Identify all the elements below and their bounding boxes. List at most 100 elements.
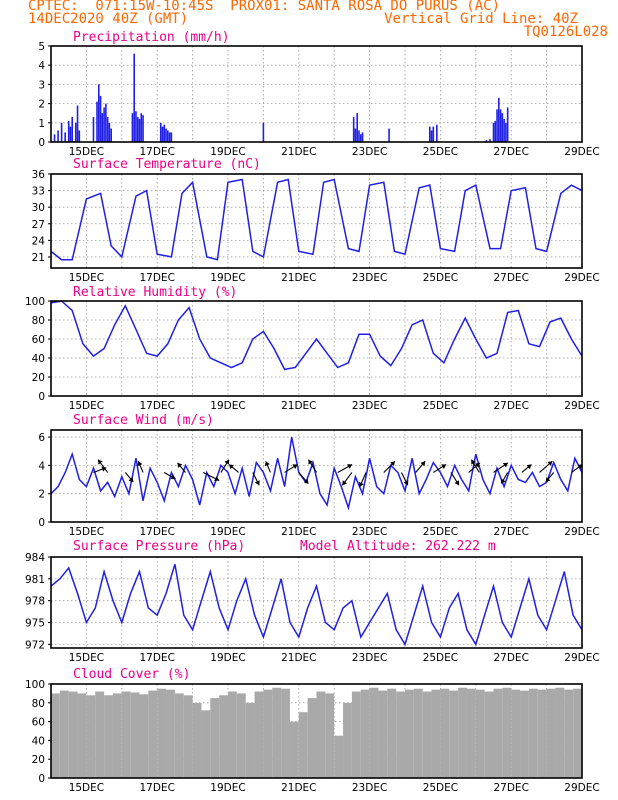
bar bbox=[170, 132, 173, 142]
bar bbox=[192, 702, 202, 778]
series-line bbox=[50, 436, 583, 511]
bar bbox=[413, 688, 423, 778]
header-line1: CPTEC: 071:15W-10:45S PROX01: SANTA ROSA… bbox=[28, 0, 501, 14]
x-tick-label: 21DEC bbox=[281, 272, 316, 284]
x-tick-label: 19DEC bbox=[210, 272, 245, 284]
wind-arrowhead bbox=[229, 464, 234, 470]
x-tick-label: 19DEC bbox=[210, 146, 245, 158]
wind-arrowhead bbox=[441, 464, 447, 469]
bar bbox=[130, 692, 140, 778]
bar bbox=[289, 721, 299, 778]
bar bbox=[166, 689, 175, 778]
x-tick-label: 17DEC bbox=[139, 782, 174, 794]
bar bbox=[167, 130, 169, 142]
bar bbox=[520, 690, 529, 778]
bar bbox=[163, 124, 166, 142]
series-line bbox=[50, 300, 583, 371]
wind-arrowhead bbox=[264, 461, 270, 467]
bar bbox=[96, 101, 98, 142]
bar bbox=[492, 122, 495, 142]
bar bbox=[64, 132, 66, 142]
header-grid-line: Vertical Grid Line: 40Z bbox=[384, 11, 578, 27]
x-tick-label: 25DEC bbox=[423, 782, 458, 794]
bar bbox=[405, 689, 414, 778]
wind-arrowhead bbox=[214, 476, 220, 481]
bar bbox=[245, 702, 255, 778]
x-tick-label: 21DEC bbox=[281, 146, 316, 158]
bar bbox=[68, 691, 78, 778]
wind-arrowhead bbox=[474, 462, 480, 468]
bar bbox=[99, 95, 102, 142]
y-tick-label: 984 bbox=[25, 552, 45, 564]
bar bbox=[358, 130, 360, 142]
plot-frame bbox=[50, 429, 583, 523]
x-tick-label: 27DEC bbox=[493, 400, 528, 412]
x-tick-label: 15DEC bbox=[69, 146, 104, 158]
plot-frame bbox=[50, 683, 583, 779]
x-tick-label: 29DEC bbox=[564, 400, 599, 412]
x-tick-label: 29DEC bbox=[564, 146, 599, 158]
y-tick-label: 100 bbox=[25, 679, 45, 691]
bar bbox=[369, 687, 379, 778]
bar bbox=[502, 687, 512, 778]
panel-title: Surface Temperature (nC) bbox=[73, 157, 261, 172]
x-tick-label: 17DEC bbox=[139, 400, 174, 412]
bar bbox=[316, 691, 326, 778]
x-tick-label: 23DEC bbox=[352, 652, 387, 664]
y-tick-label: 6 bbox=[38, 432, 45, 444]
bar bbox=[484, 691, 494, 778]
bar bbox=[104, 695, 113, 778]
bar bbox=[436, 124, 438, 142]
bar bbox=[263, 689, 273, 778]
wind-arrowhead bbox=[128, 477, 134, 483]
wind-arrowhead bbox=[502, 462, 508, 468]
bar bbox=[485, 140, 488, 142]
bar bbox=[77, 693, 87, 778]
wind-arrowhead bbox=[403, 480, 409, 486]
x-tick-label: 19DEC bbox=[210, 526, 245, 538]
wind-arrowhead bbox=[471, 459, 476, 465]
x-tick-label: 17DEC bbox=[139, 652, 174, 664]
bar bbox=[74, 122, 77, 142]
panel-4: 0 2 4 6 15DEC 17DEC 19DEC 21DEC 23DEC 25DEC 27DEC 2… bbox=[38, 413, 599, 538]
y-tick-label: 0 bbox=[38, 391, 45, 403]
wind-arrowhead bbox=[501, 478, 506, 484]
y-tick-label: 27 bbox=[32, 219, 45, 231]
y-tick-label: 0 bbox=[38, 773, 45, 785]
bar bbox=[112, 693, 122, 778]
panel-1: 0 1 2 3 4 5 15DEC 17DEC 19DEC 21DEC 23DEC 25DEC 27DE… bbox=[38, 30, 599, 158]
bar bbox=[136, 117, 139, 142]
bar bbox=[105, 103, 107, 142]
bar bbox=[161, 126, 164, 142]
bar bbox=[506, 107, 509, 142]
panel-3: 0 20 40 60 80 100 15DEC 17DEC 19DEC 21DEC 23DEC 25D… bbox=[25, 285, 600, 412]
x-tick-label: 25DEC bbox=[423, 272, 458, 284]
x-tick-label: 27DEC bbox=[493, 146, 528, 158]
bar bbox=[139, 694, 149, 778]
bar bbox=[555, 687, 565, 778]
y-tick-label: 0 bbox=[38, 517, 45, 529]
wind-arrowhead bbox=[390, 461, 395, 467]
panel-title: Precipitation (mm/h) bbox=[73, 30, 230, 45]
panel-subtitle: Model Altitude: 262.222 m bbox=[300, 539, 496, 554]
bar bbox=[165, 128, 167, 142]
x-tick-label: 21DEC bbox=[281, 782, 316, 794]
bar bbox=[131, 113, 134, 142]
bar bbox=[71, 117, 74, 142]
x-tick-label: 15DEC bbox=[69, 272, 104, 284]
wind-arrowhead bbox=[358, 481, 364, 487]
bar bbox=[537, 689, 547, 778]
bar bbox=[430, 130, 433, 142]
x-tick-label: 23DEC bbox=[352, 782, 387, 794]
y-tick-label: 2 bbox=[38, 489, 45, 501]
panel-title: Surface Wind (m/s) bbox=[73, 413, 214, 428]
x-tick-label: 17DEC bbox=[139, 272, 174, 284]
wind-arrowhead bbox=[101, 466, 107, 472]
bar bbox=[157, 688, 167, 778]
x-tick-label: 23DEC bbox=[352, 526, 387, 538]
bar bbox=[466, 688, 476, 778]
series-line bbox=[50, 564, 583, 647]
bar bbox=[140, 113, 143, 142]
bar bbox=[546, 688, 556, 778]
bar bbox=[201, 710, 211, 778]
